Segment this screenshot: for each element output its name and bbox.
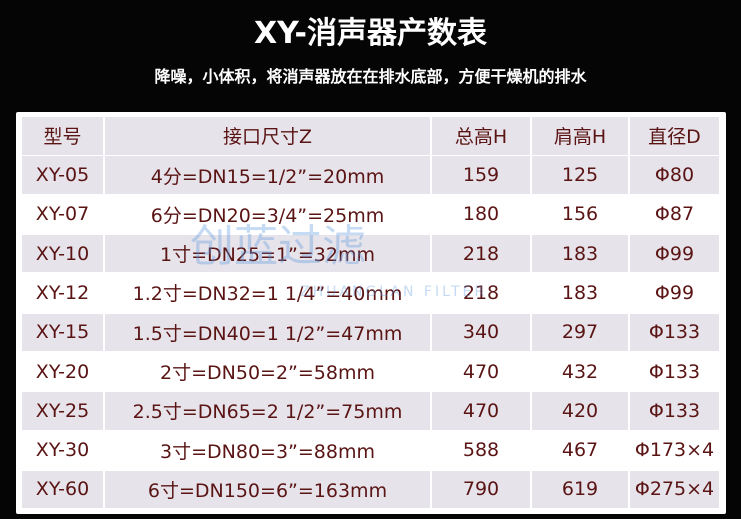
- table-cell: 2.5寸=DN65=2 1/2”=75mm: [105, 392, 430, 430]
- table-cell: 4分=DN15=1/2”=20mm: [105, 156, 430, 194]
- column-header: 总高H: [432, 117, 530, 155]
- table-cell: Φ133: [630, 313, 719, 351]
- table-cell: 1.5寸=DN40=1 1/2”=47mm: [105, 313, 430, 351]
- subtitle: 降噪，小体积，将消声器放在在排水底部，方便干燥机的排水: [154, 67, 587, 86]
- table-cell: 6分=DN20=3/4”=25mm: [105, 195, 430, 234]
- table-cell: Φ275×4: [630, 470, 719, 509]
- table-cell: 432: [532, 352, 628, 391]
- table-cell: 1.2寸=DN32=1 1/4”=40mm: [105, 274, 430, 312]
- table-cell: 156: [532, 195, 628, 234]
- table-cell: 218: [432, 234, 530, 273]
- table-cell: 183: [532, 234, 628, 273]
- table-cell: XY-10: [22, 234, 103, 273]
- table-cell: 790: [432, 470, 530, 509]
- table-cell: Φ173×4: [630, 431, 719, 469]
- table-cell: XY-25: [22, 392, 103, 430]
- table-cell: Φ133: [630, 392, 719, 430]
- column-header: 直径D: [630, 117, 719, 155]
- table-cell: 3寸=DN80=3”=88mm: [105, 431, 430, 469]
- table-cell: 470: [432, 352, 530, 391]
- table-cell: XY-20: [22, 352, 103, 391]
- table-cell: Φ99: [630, 274, 719, 312]
- table-cell: XY-15: [22, 313, 103, 351]
- column-header: 型号: [22, 117, 103, 155]
- table-cell: XY-60: [22, 470, 103, 509]
- table-cell: 297: [532, 313, 628, 351]
- table-cell: 470: [432, 392, 530, 430]
- table-cell: XY-12: [22, 274, 103, 312]
- table-cell: 340: [432, 313, 530, 351]
- table-cell: 125: [532, 156, 628, 194]
- table-cell: Φ99: [630, 234, 719, 273]
- table-cell: 159: [432, 156, 530, 194]
- table-cell: 180: [432, 195, 530, 234]
- column-header: 接口尺寸Z: [105, 117, 430, 155]
- table-cell: 420: [532, 392, 628, 430]
- table-cell: XY-07: [22, 195, 103, 234]
- table-cell: 218: [432, 274, 530, 312]
- table-cell: XY-30: [22, 431, 103, 469]
- table-cell: 619: [532, 470, 628, 509]
- table-cell: Φ80: [630, 156, 719, 194]
- title: XY-消声器产数表: [254, 16, 487, 51]
- table-cell: 2寸=DN50=2”=58mm: [105, 352, 430, 391]
- table-cell: Φ133: [630, 352, 719, 391]
- table-cell: 1寸=DN25=1”=32mm: [105, 234, 430, 273]
- table-cell: 183: [532, 274, 628, 312]
- table-cell: 467: [532, 431, 628, 469]
- table-cell: Φ87: [630, 195, 719, 234]
- table-cell: 6寸=DN150=6”=163mm: [105, 470, 430, 509]
- table-cell: 588: [432, 431, 530, 469]
- column-header: 肩高H: [532, 117, 628, 155]
- table-cell: XY-05: [22, 156, 103, 194]
